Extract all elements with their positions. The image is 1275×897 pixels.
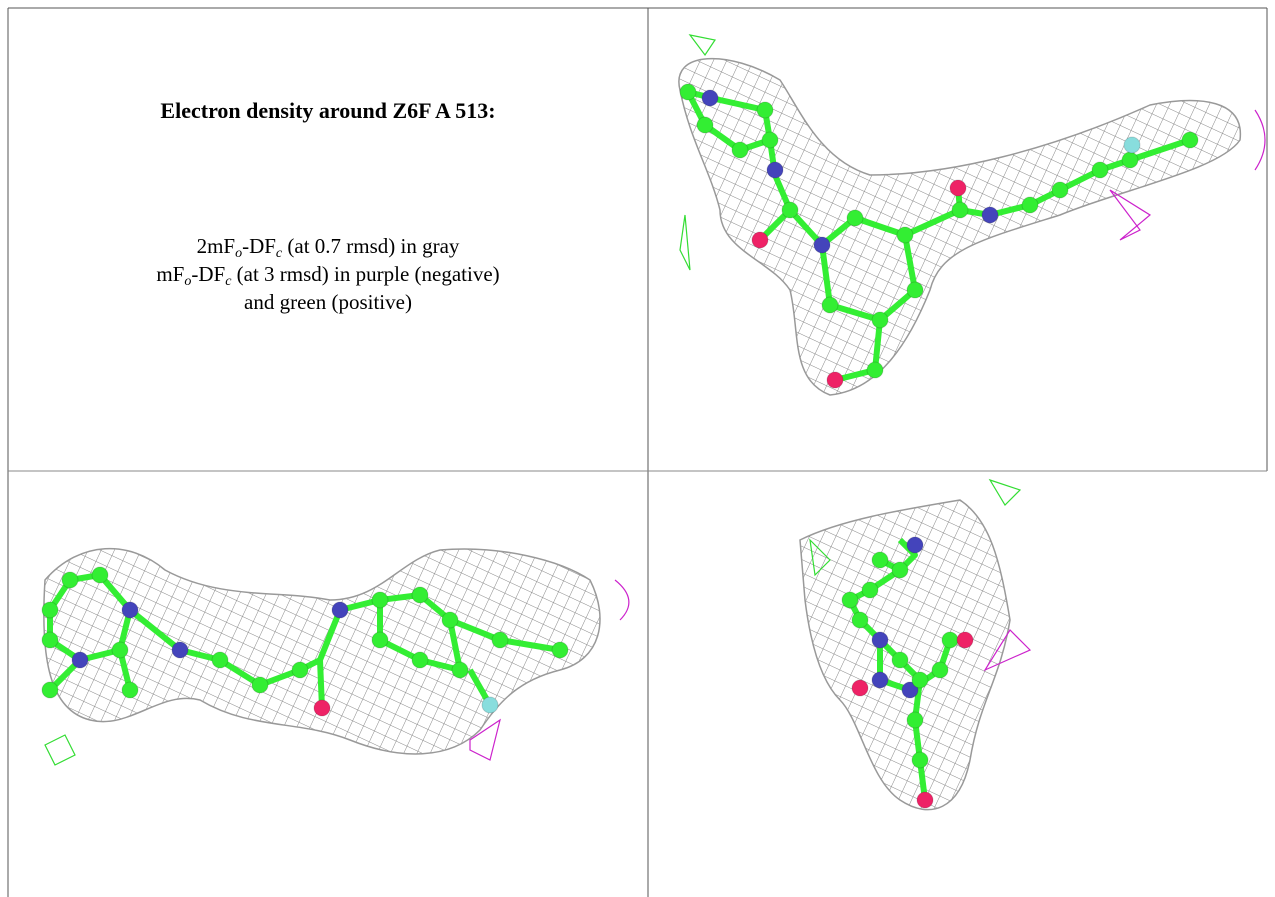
atom — [61, 571, 79, 589]
atom — [481, 696, 499, 714]
subscript: c — [275, 246, 283, 261]
atom — [411, 586, 429, 604]
atom — [41, 681, 59, 699]
atom — [906, 536, 924, 554]
atom — [851, 679, 869, 697]
atom — [679, 83, 697, 101]
atom — [1021, 196, 1039, 214]
atom — [1123, 136, 1141, 154]
atom — [1051, 181, 1069, 199]
difference-mesh — [1254, 109, 1266, 171]
atom — [871, 671, 889, 689]
atom — [841, 591, 859, 609]
atom — [826, 371, 844, 389]
atom — [121, 601, 139, 619]
atom — [371, 631, 389, 649]
text: (at 0.7 rmsd) in gray — [282, 234, 460, 258]
atom — [906, 711, 924, 729]
atom — [701, 89, 719, 107]
atom — [813, 236, 831, 254]
atom — [121, 681, 139, 699]
text: 2mF — [196, 234, 236, 258]
atom — [941, 631, 959, 649]
difference-mesh — [983, 629, 1032, 672]
atom — [371, 591, 389, 609]
bond — [847, 567, 928, 801]
text: (at 3 rmsd) in purple (negative) — [231, 262, 500, 286]
atom — [411, 651, 429, 669]
atom — [981, 206, 999, 224]
atom — [441, 611, 459, 629]
atom — [756, 101, 774, 119]
atom — [91, 566, 109, 584]
text: -DF — [191, 262, 226, 286]
atom — [956, 631, 974, 649]
subscript: o — [184, 274, 192, 289]
atom — [891, 561, 909, 579]
subscript: o — [235, 246, 243, 261]
atom — [751, 231, 769, 249]
text: mF — [156, 262, 185, 286]
atom — [851, 611, 869, 629]
difference-mesh — [1109, 189, 1152, 241]
atom — [901, 681, 919, 699]
atom — [313, 699, 331, 717]
atom — [41, 631, 59, 649]
caption-line: mFo-DFc (at 3 rmsd) in purple (negative) — [8, 260, 648, 289]
bond — [317, 659, 325, 709]
atom — [1091, 161, 1109, 179]
atom — [931, 661, 949, 679]
difference-mesh — [614, 579, 630, 621]
atom — [71, 651, 89, 669]
atom — [906, 281, 924, 299]
atom — [696, 116, 714, 134]
bond — [767, 139, 918, 323]
atom — [821, 296, 839, 314]
atom — [781, 201, 799, 219]
atom — [866, 361, 884, 379]
atom — [949, 179, 967, 197]
atom — [41, 601, 59, 619]
atom — [871, 551, 889, 569]
atom — [871, 631, 889, 649]
caption-line: and green (positive) — [244, 290, 412, 314]
atom — [896, 226, 914, 244]
atom — [911, 671, 929, 689]
atom — [171, 641, 189, 659]
subscript: c — [225, 274, 232, 289]
atom — [861, 581, 879, 599]
difference-mesh — [679, 214, 691, 271]
atom — [331, 601, 349, 619]
atom — [111, 641, 129, 659]
atom — [491, 631, 509, 649]
atom — [916, 791, 934, 809]
difference-mesh — [469, 718, 501, 761]
atom — [731, 141, 749, 159]
atom — [211, 651, 229, 669]
atom — [951, 201, 969, 219]
atom — [291, 661, 309, 679]
atom — [761, 131, 779, 149]
atom — [1121, 151, 1139, 169]
caption-line: 2mFo-DFc (at 0.7 rmsd) in gray — [8, 232, 648, 261]
difference-mesh — [44, 734, 76, 766]
atom — [451, 661, 469, 679]
density-mesh — [678, 57, 1241, 396]
text: -DF — [242, 234, 276, 258]
atom — [766, 161, 784, 179]
atom — [251, 676, 269, 694]
difference-mesh — [809, 538, 831, 577]
atom — [551, 641, 569, 659]
atom — [891, 651, 909, 669]
difference-mesh — [688, 34, 716, 57]
atom — [911, 751, 929, 769]
difference-mesh — [988, 478, 1022, 506]
atom — [1181, 131, 1199, 149]
title: Electron density around Z6F A 513: — [160, 98, 496, 123]
atom — [871, 311, 889, 329]
atom — [846, 209, 864, 227]
